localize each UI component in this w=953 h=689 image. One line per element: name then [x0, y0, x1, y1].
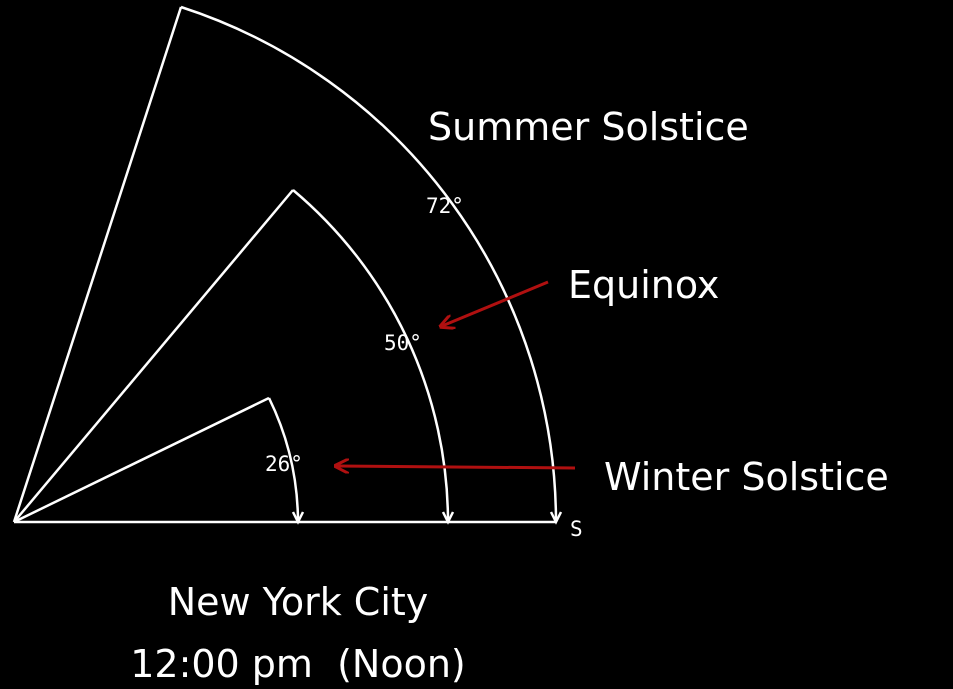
- summer-ray: [12, 6, 183, 523]
- time-caption: 12:00 pm (Noon): [130, 642, 466, 686]
- summer-label: Summer Solstice: [428, 105, 749, 149]
- arc-arrowheads: [291, 511, 563, 525]
- equinox-arc: [292, 189, 450, 523]
- city-caption: New York City: [168, 580, 429, 624]
- winter-label: Winter Solstice: [604, 455, 889, 499]
- winter-arc: [267, 397, 300, 523]
- winter-angle: 26°: [265, 452, 303, 476]
- equinox-label: Equinox: [568, 263, 719, 307]
- equinox-ray: [13, 189, 294, 523]
- equinox-angle: 50°: [384, 331, 422, 355]
- equinox-arrow: [442, 280, 549, 326]
- summer-angle: 72°: [426, 194, 464, 218]
- direction-label: S: [570, 517, 583, 541]
- geometry: [12, 5, 563, 525]
- winter-arrow: [337, 466, 576, 468]
- summer-arc: [180, 5, 558, 523]
- winter-ray: [13, 396, 270, 524]
